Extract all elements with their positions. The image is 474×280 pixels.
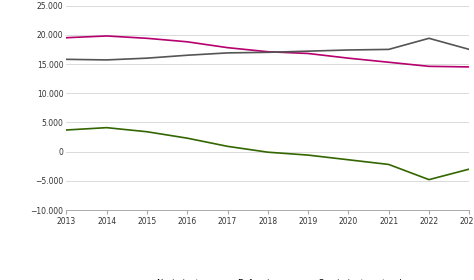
Line: Defunciones: Defunciones [66, 38, 469, 60]
Defunciones [386, 48, 392, 51]
Crecimiento natural [225, 145, 230, 148]
Line: Nacimientos: Nacimientos [66, 36, 469, 67]
Defunciones [346, 48, 351, 52]
Crecimiento natural [426, 178, 432, 181]
Defunciones [64, 58, 69, 61]
Crecimiento natural [104, 126, 109, 129]
Crecimiento natural [305, 153, 311, 157]
Crecimiento natural [64, 128, 69, 132]
Nacimientos [265, 50, 271, 53]
Defunciones [184, 53, 190, 57]
Crecimiento natural [265, 151, 271, 154]
Crecimiento natural [386, 163, 392, 166]
Nacimientos [466, 65, 472, 69]
Legend: Nacimientos, Defunciones, Crecimiento natural: Nacimientos, Defunciones, Crecimiento na… [131, 276, 405, 280]
Nacimientos [305, 52, 311, 55]
Line: Crecimiento natural: Crecimiento natural [66, 128, 469, 180]
Crecimiento natural [184, 136, 190, 140]
Defunciones [104, 58, 109, 62]
Nacimientos [225, 46, 230, 49]
Crecimiento natural [144, 130, 150, 134]
Nacimientos [64, 36, 69, 39]
Nacimientos [386, 60, 392, 64]
Defunciones [144, 57, 150, 60]
Nacimientos [184, 40, 190, 43]
Nacimientos [346, 57, 351, 60]
Defunciones [305, 50, 311, 53]
Nacimientos [426, 65, 432, 68]
Defunciones [225, 51, 230, 55]
Crecimiento natural [466, 167, 472, 171]
Defunciones [265, 51, 271, 54]
Defunciones [466, 48, 472, 51]
Nacimientos [144, 37, 150, 40]
Defunciones [426, 37, 432, 40]
Nacimientos [104, 34, 109, 38]
Crecimiento natural [346, 158, 351, 162]
